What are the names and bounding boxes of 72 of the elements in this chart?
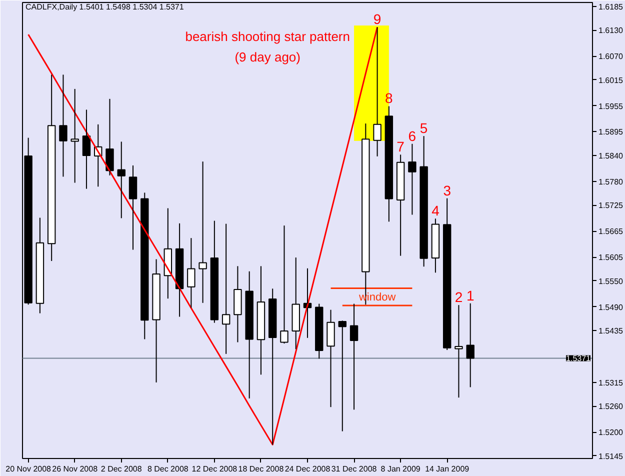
candlestick: [268, 288, 277, 446]
candlestick: [152, 258, 160, 383]
candlestick: [210, 220, 219, 324]
y-tick-label: 1.5435: [598, 326, 624, 336]
y-tick-label: 1.5895: [598, 128, 624, 137]
candlestick: [408, 143, 416, 216]
text: 5: [420, 120, 428, 136]
candlestick: [117, 141, 126, 219]
text: 9: [373, 11, 382, 28]
x-tick-label: 18 Dec 2008: [238, 464, 284, 474]
y-tick-label: 1.5315: [598, 378, 624, 388]
candlestick: [198, 161, 207, 304]
candlestick: [128, 164, 138, 250]
y-tick-label: 1.5840: [598, 152, 624, 161]
x-tick-label: 24 Dec 2008: [284, 464, 331, 474]
x-tick-label: 14 Jan 2009: [425, 464, 470, 474]
annotation: bearish shooting star pattern: [185, 29, 350, 44]
text: 6: [408, 128, 416, 144]
candlestick: [384, 106, 394, 222]
y-tick-label: 1.5490: [598, 302, 624, 312]
y-tick-label: 1.5955: [598, 102, 624, 111]
candlestick: [280, 225, 288, 344]
y-tick-label: 1.5550: [598, 276, 624, 286]
y-tick-label: 1.6015: [598, 76, 624, 85]
candlestick: [245, 270, 254, 399]
candlestick: [256, 266, 266, 376]
x-tick-label: 8 Dec 2008: [147, 464, 189, 474]
candlestick: [187, 238, 196, 308]
text: 2: [454, 289, 463, 306]
ref-line-label: 1.5371: [566, 354, 592, 364]
candlestick: [222, 223, 230, 354]
text: 4: [432, 202, 440, 219]
y-tick-label: 1.5260: [598, 402, 624, 412]
text: 1: [466, 287, 474, 304]
candlestick: [338, 320, 347, 432]
x-tick-label: 20 Nov 2008: [6, 464, 52, 474]
x-tick-label: 2 Dec 2008: [100, 464, 142, 474]
candlestick: [106, 98, 114, 176]
chart-title: CADLFX,Daily 1.5401 1.5498 1.5304 1.5371: [26, 2, 184, 12]
x-tick-label: 31 Dec 2008: [331, 464, 378, 474]
y-tick-label: 1.5200: [598, 428, 624, 438]
x-tick-label: 26 Nov 2008: [52, 464, 98, 474]
candlestick: [396, 154, 405, 256]
y-tick-label: 1.5725: [598, 201, 624, 210]
y-tick-label: 1.6185: [598, 2, 624, 12]
candlestick: [36, 217, 44, 314]
candlestick: [292, 257, 300, 350]
candlestick: [466, 302, 474, 388]
annotation: (9 day ago): [234, 50, 300, 65]
candlestick: [420, 136, 428, 268]
x-tick-label: 12 Dec 2008: [192, 464, 238, 474]
candlestick: [47, 74, 56, 262]
candlestick: [82, 109, 91, 190]
y-tick-label: 1.5145: [598, 452, 624, 461]
y-tick-label: 1.5665: [598, 227, 624, 236]
candlestick: [454, 304, 463, 398]
candlestick: [175, 222, 184, 318]
candlestick: [234, 266, 242, 343]
candlestick: [59, 74, 68, 178]
x-tick-label: 8 Jan 2009: [380, 464, 421, 474]
candlestick: [326, 309, 335, 408]
candlestick: [373, 26, 382, 157]
candlestick: [350, 303, 358, 410]
y-tick-label: 1.6070: [598, 52, 624, 62]
y-tick-label: 1.5605: [598, 253, 624, 262]
text: 3: [443, 182, 451, 198]
text: 7: [396, 138, 404, 155]
candlestick: [140, 192, 149, 340]
candlestick: [70, 88, 79, 184]
candlestick: [431, 218, 440, 274]
y-tick-label: 1.6130: [598, 26, 624, 36]
y-tick-label: 1.5780: [598, 177, 624, 186]
